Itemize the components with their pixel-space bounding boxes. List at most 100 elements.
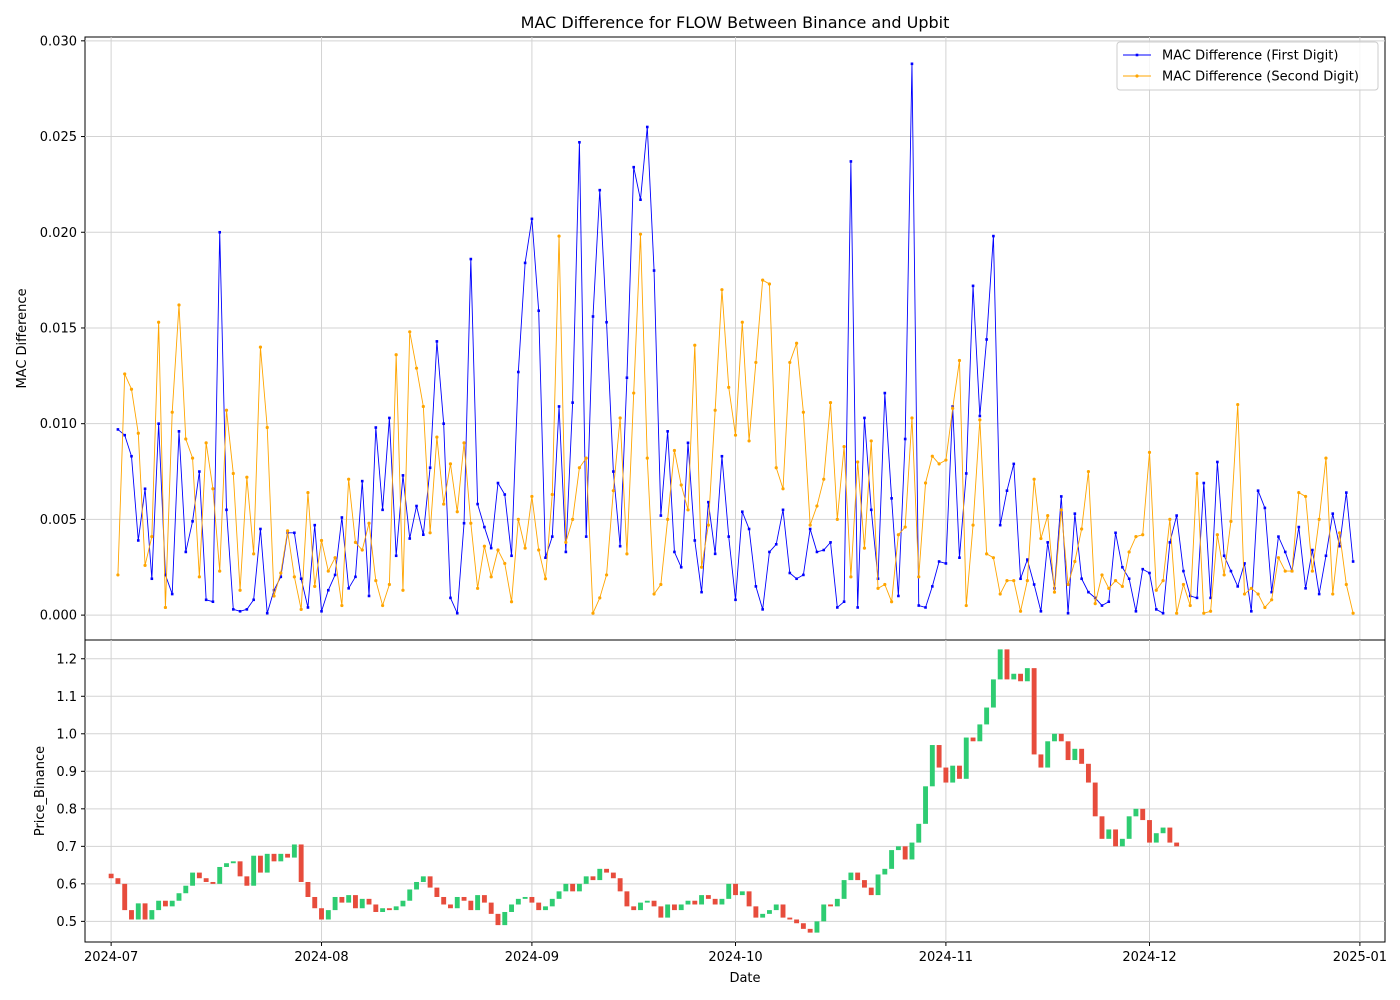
point-first-digit: [360, 479, 364, 483]
point-second-digit: [862, 546, 867, 550]
candle-up: [346, 895, 352, 903]
point-first-digit: [897, 594, 900, 598]
point-first-digit: [476, 502, 479, 506]
point-first-digit: [469, 257, 473, 261]
point-first-digit: [204, 598, 208, 602]
point-second-digit: [231, 471, 235, 476]
candle-up: [638, 902, 643, 911]
candle-up: [1106, 829, 1112, 839]
candle-up: [841, 880, 847, 899]
candle-down: [658, 906, 664, 918]
point-second-digit: [706, 523, 710, 527]
candle-down: [196, 872, 202, 879]
point-second-digit: [1215, 533, 1219, 537]
candle-down: [373, 904, 379, 912]
candle-up: [950, 765, 956, 783]
point-second-digit: [218, 569, 222, 573]
candle-down: [705, 895, 711, 899]
candle-up: [156, 900, 162, 911]
candle-down: [828, 904, 833, 907]
point-second-digit: [482, 544, 486, 548]
point-second-digit: [1154, 588, 1158, 592]
point-first-digit: [1154, 608, 1158, 611]
point-second-digit: [435, 435, 439, 439]
point-second-digit: [584, 456, 588, 460]
point-first-digit: [225, 508, 228, 512]
point-second-digit: [1222, 573, 1226, 577]
point-second-digit: [903, 525, 907, 529]
point-second-digit: [1113, 579, 1118, 583]
bottom-y-axis-label: Price_Binance: [33, 746, 48, 836]
point-second-digit: [761, 278, 765, 282]
candle-down: [1038, 754, 1044, 768]
point-first-digit: [130, 454, 133, 458]
point-first-digit: [136, 539, 140, 542]
candle-up: [325, 910, 331, 920]
point-first-digit: [869, 508, 873, 512]
candle-up: [1160, 827, 1166, 834]
point-first-digit: [143, 487, 147, 491]
point-first-digit: [795, 577, 798, 581]
candle-down: [604, 868, 610, 873]
candle-up: [332, 896, 338, 911]
point-first-digit: [863, 416, 866, 420]
point-second-digit: [1317, 517, 1321, 522]
point-first-digit: [958, 556, 961, 559]
candle-down: [488, 902, 494, 914]
candle-up: [1045, 741, 1051, 768]
candle-down: [1113, 829, 1119, 847]
point-first-digit: [191, 520, 194, 523]
point-second-digit: [1141, 533, 1145, 537]
point-first-digit: [1345, 491, 1348, 494]
point-second-digit: [177, 303, 181, 307]
candle-down: [862, 880, 867, 888]
point-second-digit: [679, 483, 683, 487]
point-first-digit: [802, 573, 805, 577]
candle-up: [278, 853, 284, 862]
candle-up: [1153, 833, 1159, 843]
legend-marker-second-digit: [1135, 74, 1139, 78]
point-second-digit: [1025, 579, 1029, 583]
point-second-digit: [1290, 569, 1294, 573]
candle-down: [800, 923, 806, 929]
point-second-digit: [129, 387, 134, 391]
point-second-digit: [1303, 494, 1308, 499]
point-second-digit: [944, 458, 948, 462]
point-second-digit: [1297, 491, 1301, 495]
point-first-digit: [1222, 554, 1226, 558]
point-first-digit: [415, 504, 418, 508]
point-second-digit: [856, 460, 860, 464]
point-first-digit: [320, 609, 323, 613]
point-first-digit: [917, 604, 921, 607]
candle-down: [481, 895, 487, 903]
candle-down: [495, 913, 501, 926]
candle-up: [773, 904, 779, 911]
point-second-digit: [258, 345, 263, 349]
point-second-digit: [686, 508, 690, 512]
candle-up: [1119, 838, 1125, 847]
point-second-digit: [998, 592, 1002, 596]
point-first-digit: [829, 541, 832, 544]
point-second-digit: [285, 529, 290, 533]
point-second-digit: [326, 569, 330, 573]
point-second-digit: [292, 575, 296, 579]
point-first-digit: [571, 401, 574, 404]
candle-down: [970, 737, 976, 742]
candle-down: [1004, 649, 1010, 680]
legend-marker-first-digit: [1135, 53, 1139, 57]
point-first-digit: [503, 493, 507, 496]
point-first-digit: [401, 474, 405, 477]
point-second-digit: [774, 466, 778, 470]
point-second-digit: [1107, 586, 1111, 590]
point-first-digit: [313, 523, 317, 527]
point-second-digit: [767, 282, 772, 286]
point-second-digit: [876, 586, 880, 590]
point-second-digit: [794, 341, 799, 345]
point-first-digit: [1236, 585, 1240, 588]
point-second-digit: [170, 410, 174, 414]
point-second-digit: [611, 489, 615, 493]
point-first-digit: [747, 527, 751, 531]
candle-down: [590, 876, 596, 881]
point-first-digit: [985, 338, 988, 341]
